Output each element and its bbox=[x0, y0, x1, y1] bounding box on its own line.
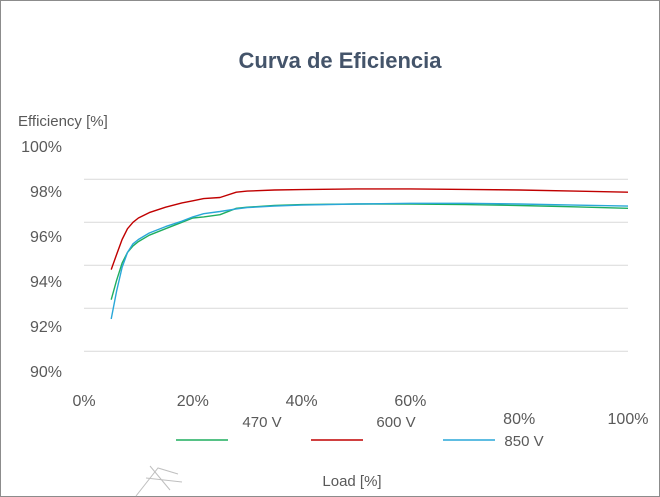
x-tick-label: 100% bbox=[608, 411, 649, 428]
x-tick-labels: 0% 20% 40% 60% 80% 100% bbox=[72, 393, 648, 428]
legend-label: 850 V bbox=[504, 433, 543, 450]
y-tick-label: 92% bbox=[30, 319, 62, 336]
series-line bbox=[110, 188, 629, 270]
x-tick-label: 0% bbox=[72, 393, 95, 410]
x-tick-label: 40% bbox=[286, 393, 318, 410]
y-tick-label: 90% bbox=[30, 364, 62, 381]
y-axis-title: Efficiency [%] bbox=[18, 113, 108, 130]
y-tick-label: 98% bbox=[30, 184, 62, 201]
x-tick-label: 60% bbox=[394, 393, 426, 410]
chart-title: Curva de Eficiencia bbox=[239, 48, 443, 73]
series-line bbox=[110, 202, 629, 320]
series-lines bbox=[110, 188, 629, 320]
x-axis-title: Load [%] bbox=[322, 473, 381, 490]
y-tick-label: 100% bbox=[21, 139, 62, 156]
x-tick-label: 80% bbox=[503, 411, 535, 428]
legend-label: 600 V bbox=[376, 414, 415, 431]
x-tick-label: 20% bbox=[177, 393, 209, 410]
legend: 470 V 600 V 850 V bbox=[176, 414, 544, 450]
y-tick-label: 96% bbox=[30, 229, 62, 246]
gridlines bbox=[84, 178, 628, 352]
legend-label: 470 V bbox=[242, 414, 281, 431]
y-tick-label: 94% bbox=[30, 274, 62, 291]
decorative-scribble-icon bbox=[135, 465, 183, 497]
y-tick-labels: 90% 92% 94% 96% 98% 100% bbox=[21, 139, 62, 381]
